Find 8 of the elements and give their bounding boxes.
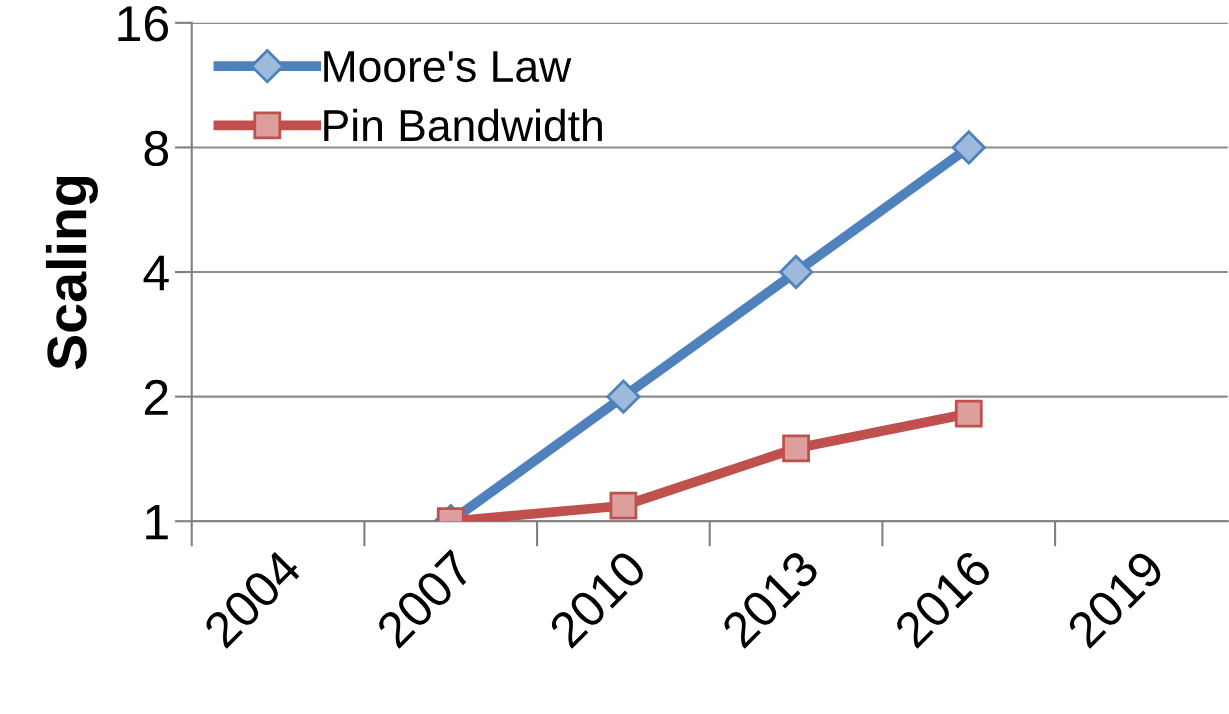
y-tick-label: 1 [146,504,168,540]
y-tick-label: 16 [118,6,168,42]
y-tick-label: 2 [144,379,168,415]
y-axis-title: Scaling [45,176,98,370]
legend-label: Pin Bandwidth [324,108,602,142]
y-tick-label: 4 [143,255,169,291]
y-tick-label: 8 [144,130,169,167]
legend-label: Moore's Law [324,51,572,83]
